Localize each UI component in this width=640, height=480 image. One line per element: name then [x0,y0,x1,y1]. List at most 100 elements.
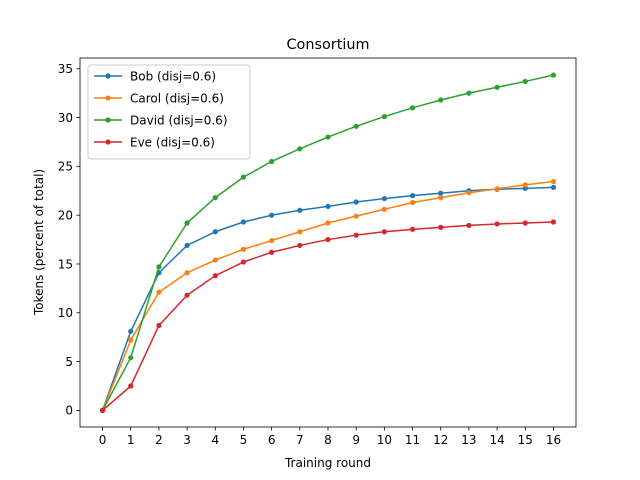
x-tick-label: 7 [296,433,304,447]
data-point [325,134,331,140]
data-point [550,178,557,185]
data-point [156,264,162,270]
legend-entry: Carol (disj=0.6) [94,91,224,105]
data-point [156,289,162,295]
x-tick-label: 1 [127,433,135,447]
data-point [550,184,557,190]
legend-marker [105,95,111,101]
legend-marker [105,139,111,145]
data-point [353,199,359,205]
data-point [325,236,331,243]
data-point [184,292,190,298]
data-point [438,97,444,103]
data-point [325,220,331,226]
data-point [494,84,500,90]
data-point [269,158,275,165]
data-point [353,232,359,238]
data-point [522,220,528,226]
data-point [240,219,247,225]
x-tick-label: 4 [211,433,219,447]
legend-label: Carol (disj=0.6) [130,91,224,105]
data-point [325,203,331,209]
data-point [240,259,247,265]
legend-label: Eve (disj=0.6) [130,135,215,149]
data-point [212,273,218,279]
data-point [381,113,387,120]
data-point [212,195,218,201]
data-point [297,207,303,213]
data-point [269,249,275,255]
data-point [550,219,557,225]
data-point [494,221,500,227]
y-tick-label: 15 [58,257,73,271]
x-tick-label: 16 [546,433,561,447]
data-point [99,407,106,413]
legend-entry: David (disj=0.6) [94,113,228,127]
data-point [353,213,359,219]
data-point [184,242,190,249]
data-point [240,174,247,180]
x-tick-label: 9 [352,433,360,447]
data-point [156,322,162,329]
data-point [269,237,275,244]
data-point [409,226,416,232]
data-point [466,222,472,229]
data-point [184,220,190,226]
series-2 [99,72,557,413]
x-tick-label: 14 [489,433,504,447]
x-tick-label: 12 [433,433,448,447]
x-tick-label: 3 [183,433,191,447]
data-point [466,190,472,196]
legend-entry: Bob (disj=0.6) [94,69,216,83]
data-point [381,229,387,235]
x-tick-label: 11 [405,433,420,447]
data-point [212,229,218,235]
data-point [128,355,134,361]
data-point [381,195,387,202]
y-tick-label: 5 [65,355,73,369]
y-tick-label: 10 [58,306,73,320]
data-point [128,328,134,334]
data-point [240,246,247,252]
data-point [409,193,416,199]
data-point [381,206,387,212]
data-point [494,186,500,192]
chart-title: Consortium [287,37,370,53]
data-point [128,383,134,389]
data-point [438,224,444,230]
legend-marker [105,73,111,79]
data-point [550,72,557,78]
data-point [297,242,303,249]
legend-label: Bob (disj=0.6) [130,69,216,83]
x-tick-label: 0 [99,433,107,447]
y-tick-label: 35 [58,62,73,76]
legend-marker [105,117,111,123]
data-point [269,212,275,218]
data-point [522,182,528,188]
data-point [522,78,528,85]
y-tick-label: 30 [58,111,73,125]
data-point [297,146,303,152]
legend: Bob (disj=0.6) Carol (disj=0.6) David (dis… [87,64,251,160]
y-tick-label: 0 [65,404,73,418]
x-tick-label: 5 [240,433,248,447]
y-tick-label: 25 [58,160,73,174]
data-point [409,105,416,111]
series-3 [99,219,557,413]
x-tick-label: 2 [155,433,163,447]
legend-entry: Eve (disj=0.6) [94,135,215,149]
x-tick-label: 6 [268,433,276,447]
x-tick-label: 8 [324,433,332,447]
x-axis-label: Training round [284,456,371,470]
legend-box [87,64,251,160]
data-point [353,123,359,129]
x-tick-label: 13 [461,433,476,447]
data-point [212,257,218,263]
data-point [409,199,416,206]
y-tick-label: 20 [58,208,73,222]
x-tick-label: 10 [377,433,392,447]
data-point [466,90,472,96]
data-point [438,190,444,196]
